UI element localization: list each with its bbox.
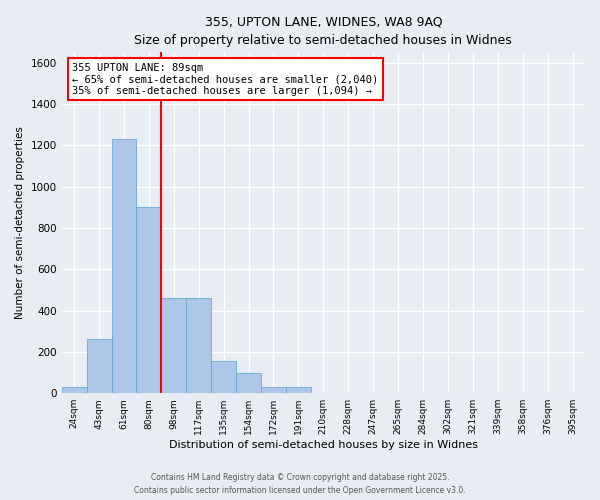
Bar <box>186 298 211 393</box>
Y-axis label: Number of semi-detached properties: Number of semi-detached properties <box>15 126 25 319</box>
Bar <box>236 372 261 393</box>
Bar <box>86 340 112 393</box>
Text: 355 UPTON LANE: 89sqm
← 65% of semi-detached houses are smaller (2,040)
35% of s: 355 UPTON LANE: 89sqm ← 65% of semi-deta… <box>72 62 379 96</box>
Bar <box>286 387 311 393</box>
Bar <box>261 387 286 393</box>
Bar <box>211 361 236 393</box>
Bar <box>62 387 86 393</box>
Text: Contains HM Land Registry data © Crown copyright and database right 2025.
Contai: Contains HM Land Registry data © Crown c… <box>134 474 466 495</box>
Bar <box>112 139 136 393</box>
X-axis label: Distribution of semi-detached houses by size in Widnes: Distribution of semi-detached houses by … <box>169 440 478 450</box>
Bar <box>136 208 161 393</box>
Bar <box>161 298 186 393</box>
Title: 355, UPTON LANE, WIDNES, WA8 9AQ
Size of property relative to semi-detached hous: 355, UPTON LANE, WIDNES, WA8 9AQ Size of… <box>134 15 512 47</box>
